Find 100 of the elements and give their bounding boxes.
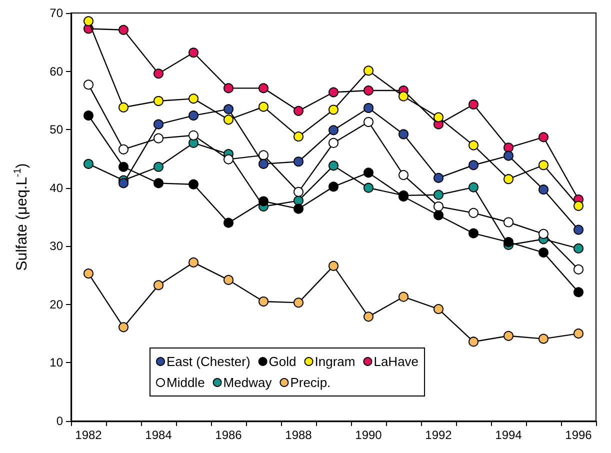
- point: [84, 268, 94, 279]
- point: [118, 24, 128, 35]
- x-tick-label: 1982: [75, 428, 102, 442]
- point: [434, 210, 444, 220]
- point: [504, 217, 514, 228]
- point: [574, 243, 584, 254]
- x-tick-label: 1996: [565, 428, 592, 442]
- point: [84, 80, 94, 90]
- point: [328, 138, 338, 148]
- point: [468, 140, 478, 150]
- point: [504, 237, 514, 248]
- point: [188, 130, 198, 140]
- point: [538, 334, 548, 344]
- y-tick-label: 30: [50, 239, 64, 254]
- point: [328, 160, 338, 171]
- point: [118, 322, 128, 332]
- point: [258, 196, 268, 206]
- point: [398, 91, 408, 102]
- point: [328, 104, 338, 115]
- point: [118, 162, 128, 172]
- point: [258, 150, 268, 160]
- point: [364, 168, 374, 178]
- point: [434, 202, 444, 212]
- point: [294, 186, 304, 197]
- point: [294, 106, 304, 116]
- point: [154, 68, 164, 79]
- point: [574, 264, 584, 274]
- point: [364, 116, 374, 127]
- point: [364, 182, 374, 193]
- point: [468, 100, 478, 110]
- point: [294, 298, 304, 308]
- x-tick-label: 1990: [355, 428, 382, 442]
- legend-label: Middle: [166, 375, 205, 390]
- x-tick-label: 1992: [425, 428, 452, 442]
- point: [434, 112, 444, 122]
- y-tick-label: 60: [50, 64, 64, 78]
- point: [154, 178, 164, 188]
- point: [118, 144, 128, 154]
- point: [538, 248, 548, 258]
- point: [224, 104, 234, 114]
- point: [538, 184, 548, 195]
- point: [224, 114, 234, 125]
- point: [224, 218, 234, 228]
- point: [504, 174, 514, 184]
- legend-label: Precip.: [290, 375, 331, 390]
- y-tick-label: 10: [50, 356, 64, 370]
- point: [84, 16, 94, 26]
- point: [434, 304, 444, 314]
- point: [398, 292, 408, 302]
- point: [504, 142, 514, 153]
- point: [364, 103, 374, 114]
- point: [468, 182, 478, 192]
- y-tick-label: 40: [50, 180, 64, 195]
- point: [118, 178, 128, 188]
- point: [84, 110, 94, 121]
- point: [118, 102, 128, 112]
- point: [574, 224, 584, 235]
- point: [294, 156, 304, 167]
- legend-label: LaHave: [374, 354, 419, 369]
- legend-label: Ingram: [314, 354, 356, 369]
- point: [468, 228, 478, 238]
- point: [294, 204, 304, 214]
- x-tick-label: 1988: [285, 428, 312, 442]
- point: [258, 296, 268, 307]
- point: [188, 110, 198, 121]
- point: [364, 66, 374, 76]
- point: [434, 172, 444, 183]
- point: [188, 94, 198, 104]
- point: [398, 129, 408, 140]
- point: [224, 154, 234, 164]
- point: [574, 200, 584, 211]
- point: [258, 102, 268, 112]
- point: [538, 228, 548, 239]
- point: [188, 179, 198, 190]
- legend-label: East (Chester): [166, 354, 250, 369]
- point: [154, 133, 164, 144]
- point: [398, 170, 408, 180]
- y-tick-label: 0: [56, 414, 64, 428]
- point: [258, 158, 268, 169]
- legend-label: Gold: [268, 354, 296, 369]
- point: [538, 132, 548, 142]
- point: [154, 119, 164, 130]
- point: [294, 132, 304, 142]
- y-tick-label: 70: [50, 6, 64, 20]
- point: [468, 336, 478, 347]
- x-tick-label: 1984: [145, 428, 172, 442]
- point: [364, 86, 374, 96]
- point: [188, 48, 198, 58]
- point: [468, 160, 478, 170]
- y-tick-label: 20: [50, 297, 64, 312]
- y-tick-label: 50: [50, 122, 64, 137]
- point: [224, 274, 234, 285]
- point: [504, 150, 514, 161]
- point: [188, 257, 198, 268]
- x-tick-label: 1986: [215, 428, 242, 442]
- point: [224, 83, 234, 94]
- point: [328, 260, 338, 271]
- point: [434, 190, 444, 200]
- point: [328, 125, 338, 136]
- point: [154, 96, 164, 106]
